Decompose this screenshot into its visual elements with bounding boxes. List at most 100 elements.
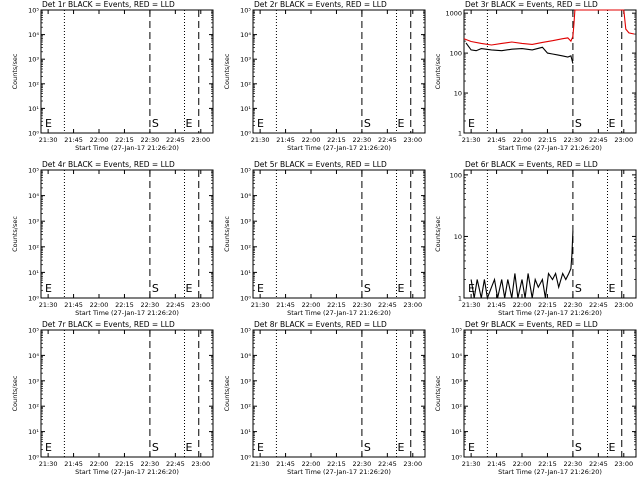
x-tick-label: 21:45 [64,460,83,468]
y-axis-label: Counts/sec [434,53,442,89]
y-tick-label: 10⁴ [28,192,39,200]
y-tick-label: 10⁰ [451,454,462,462]
x-axis-label: Start Time (27-Jan-17 21:26:20) [498,309,602,317]
x-tick-label: 21:30 [462,460,481,468]
x-tick-label: 22:30 [353,460,372,468]
x-tick-label: 22:45 [378,301,397,309]
end-marker: E [608,282,615,295]
x-tick-label: 22:30 [141,301,160,309]
x-tick-label: 22:00 [513,136,532,144]
y-tick-label: 10² [240,403,251,411]
y-tick-label: 10⁰ [28,454,39,462]
x-tick-label: 22:30 [564,301,583,309]
y-tick-label: 10⁴ [240,31,251,39]
x-tick-label: 22:15 [115,460,134,468]
panel-title: Det 2r BLACK = Events, RED = LLD [254,0,387,9]
y-tick-label: 10⁵ [28,167,39,175]
panel-det-2: Det 2r BLACK = Events, RED = LLD 10⁰ 10¹ 10… [223,0,426,152]
end-marker: E [468,117,475,130]
y-tick-label: 10¹ [240,269,251,277]
x-tick-label: 22:30 [141,136,160,144]
x-tick-label: 22:30 [353,136,372,144]
panel-title: Det 1r BLACK = Events, RED = LLD [42,0,175,9]
plot-frame [252,169,426,299]
end-marker: E [257,441,264,454]
x-tick-label: 21:45 [487,301,506,309]
y-tick-label: 10³ [28,56,39,64]
y-tick-label: 10⁰ [240,454,251,462]
x-tick-label: 23:00 [403,136,422,144]
plot-frame [40,329,214,458]
end-marker: E [257,282,264,295]
end-marker: E [397,441,404,454]
end-marker: E [468,441,475,454]
end-marker: E [468,282,475,295]
y-tick-label: 10² [28,243,39,251]
y-axis-label: Counts/sec [434,216,442,252]
x-tick-label: 22:15 [327,136,346,144]
plot-frame [40,9,214,134]
end-marker: E [185,441,192,454]
y-tick-label: 10¹ [28,105,39,113]
panel-det-3: Det 3r BLACK = Events, RED = LLD 1 10 100 10… [434,0,637,152]
y-tick-label: 10⁵ [240,167,251,175]
y-tick-label: 10⁴ [28,352,39,360]
panel-title: Det 3r BLACK = Events, RED = LLD [465,0,598,9]
y-axis-label: Counts/sec [223,216,231,252]
y-axis-label: Counts/sec [434,375,442,411]
x-tick-label: 22:30 [564,460,583,468]
start-marker: S [575,117,582,130]
panel-title: Det 9r BLACK = Events, RED = LLD [465,320,598,329]
start-marker: S [152,117,159,130]
x-tick-label: 22:00 [90,460,109,468]
x-tick-label: 21:45 [487,136,506,144]
x-tick-label: 22:00 [513,460,532,468]
plot-frame [252,329,426,458]
x-tick-label: 21:30 [462,301,481,309]
end-marker: E [608,441,615,454]
y-tick-label: 10¹ [28,269,39,277]
x-axis-label: Start Time (27-Jan-17 21:26:20) [498,144,602,152]
panel-det-4: Det 4r BLACK = Events, RED = LLD 10⁰ 10¹ 10… [11,160,214,317]
y-tick-label: 10³ [451,377,462,385]
panel-title: Det 8r BLACK = Events, RED = LLD [254,320,387,329]
y-tick-label: 1000 [445,10,462,18]
panel-det-1: Det 1r BLACK = Events, RED = LLD 10⁰ 10¹ 10… [11,0,214,152]
y-tick-label: 10¹ [451,428,462,436]
y-tick-label: 10⁰ [240,130,251,138]
x-tick-label: 22:15 [327,301,346,309]
x-tick-label: 22:15 [115,136,134,144]
y-axis-label: Counts/sec [11,375,19,411]
end-marker: E [185,282,192,295]
x-tick-label: 21:30 [251,301,270,309]
y-axis-label: Counts/sec [223,53,231,89]
panel-title: Det 6r BLACK = Events, RED = LLD [465,160,598,169]
y-tick-label: 10⁴ [451,352,462,360]
x-tick-label: 22:45 [166,460,185,468]
plot-frame [463,329,637,458]
x-tick-label: 22:30 [353,301,372,309]
x-tick-label: 22:45 [166,301,185,309]
y-tick-label: 10⁰ [28,130,39,138]
x-tick-label: 23:00 [614,301,633,309]
y-tick-label: 10² [451,403,462,411]
x-tick-label: 23:00 [614,460,633,468]
y-tick-label: 10⁵ [240,327,251,335]
x-axis-label: Start Time (27-Jan-17 21:26:20) [287,309,391,317]
x-tick-label: 22:45 [589,136,608,144]
events-series-line [470,231,574,301]
end-marker: E [185,117,192,130]
y-tick-label: 10³ [28,218,39,226]
panel-det-5: Det 5r BLACK = Events, RED = LLD 10⁰ 10¹ 10… [223,160,426,317]
x-tick-label: 23:00 [191,460,210,468]
y-tick-label: 10⁰ [28,295,39,303]
plot-frame [463,9,637,134]
end-marker: E [257,117,264,130]
plot-frame [252,9,426,134]
y-tick-label: 10³ [240,377,251,385]
x-tick-label: 22:15 [538,460,557,468]
y-tick-label: 10⁵ [240,7,251,15]
lld-series-line [463,9,635,46]
x-tick-label: 21:45 [64,136,83,144]
y-tick-label: 10⁴ [240,192,251,200]
